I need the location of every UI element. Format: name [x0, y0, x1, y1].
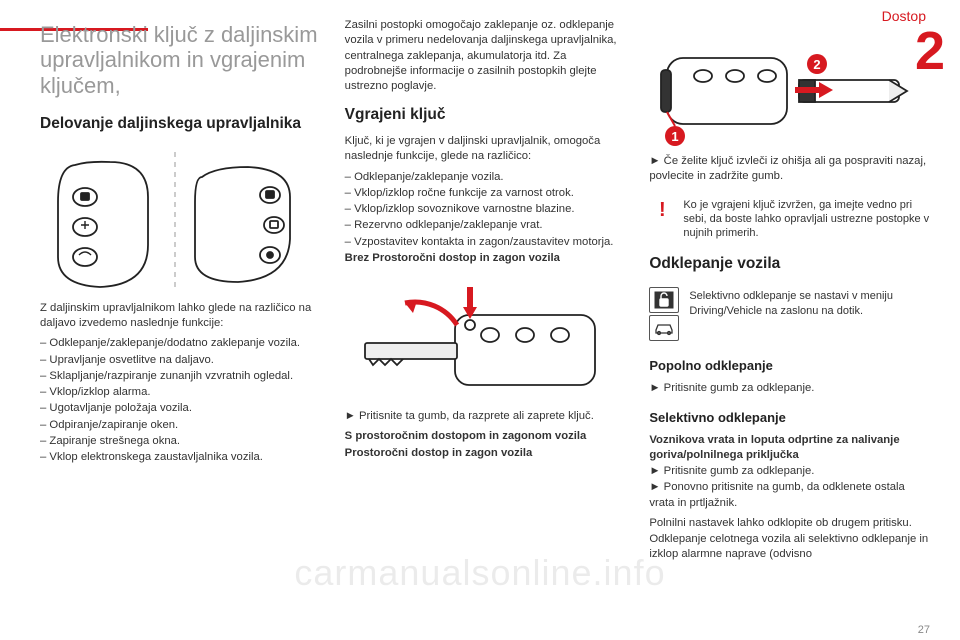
- list-item: – Zapiranje strešnega okna.: [40, 434, 321, 449]
- action-line: ► Pritisnite gumb za odklepanje.: [649, 381, 930, 396]
- paragraph: Ključ, ki je vgrajen v daljinski upravlj…: [345, 134, 626, 165]
- paragraph: Odklepanje celotnega vozila ali selektiv…: [649, 532, 930, 563]
- column-3: 1 2 ► Če želite ključ izvleči iz ohišja …: [649, 18, 930, 630]
- bold-line: S prostoročnim dostopom in zagonom vozil…: [345, 429, 626, 444]
- action-line: ► Pritisnite ta gumb, da razprete ali za…: [345, 409, 626, 424]
- notice-text: Ko je vgrajeni ključ izvržen, ga imejte …: [683, 198, 930, 241]
- action-line: ► Če želite ključ izvleči iz ohišja ali …: [649, 154, 930, 185]
- svg-text:1: 1: [672, 129, 679, 144]
- column-2: Zasilni postopki omogočajo zaklepanje oz…: [345, 18, 626, 630]
- list-item: – Rezervno odklepanje/zaklepanje vrat.: [345, 218, 626, 233]
- lock-open-icon: [649, 287, 679, 313]
- key-fob-illustration: [40, 147, 310, 297]
- action-line: ► Ponovno pritisnite na gumb, da odklene…: [649, 480, 930, 511]
- list-item: – Odklepanje/zaklepanje vozila.: [345, 170, 626, 185]
- car-icon: [649, 315, 679, 341]
- menu-hint-box: Selektivno odklepanje se nastavi v menij…: [649, 287, 930, 341]
- bold-line: Prostoročni dostop in zagon vozila: [345, 446, 626, 461]
- list-item: – Odklepanje/zaklepanje/dodatno zaklepan…: [40, 336, 321, 351]
- list-item: – Vklop/izklop ročne funkcije za varnost…: [345, 186, 626, 201]
- action-line: ► Pritisnite gumb za odklepanje.: [649, 464, 930, 479]
- column-1: Elektronski ključ z daljinskim upravljal…: [40, 18, 321, 630]
- bold-line: Voznikova vrata in loputa odprtine za na…: [649, 433, 930, 464]
- list-item: – Ugotavljanje položaja vozila.: [40, 401, 321, 416]
- heading-sub: Odklepanje vozila: [649, 254, 930, 275]
- heading-minor: Selektivno odklepanje: [649, 409, 930, 427]
- svg-text:2: 2: [814, 57, 821, 72]
- warning-icon: !: [649, 198, 675, 224]
- list-item: – Vzpostavitev kontakta in zagon/zaustav…: [345, 235, 626, 250]
- list-item: – Upravljanje osvetlitve na daljavo.: [40, 353, 321, 368]
- heading-main: Elektronski ključ z daljinskim upravljal…: [40, 22, 321, 98]
- list-item: – Vklop/izklop sovoznikove varnostne bla…: [345, 202, 626, 217]
- list-item: – Vklop/izklop alarma.: [40, 385, 321, 400]
- paragraph: Zasilni postopki omogočajo zaklepanje oz…: [345, 18, 626, 94]
- list-item: – Sklapljanje/razpiranje zunanjih vzvrat…: [40, 369, 321, 384]
- flip-key-illustration: [345, 275, 615, 405]
- heading-sub: Vgrajeni ključ: [345, 105, 626, 126]
- page: Dostop 2 carmanualsonline.info 27 Elektr…: [0, 0, 960, 640]
- notice-box: ! Ko je vgrajeni ključ izvržen, ga imejt…: [649, 198, 930, 241]
- heading-sub: Delovanje daljinskega upravljalnika: [40, 114, 321, 135]
- list-item: – Vklop elektronskega zaustavljalnika vo…: [40, 450, 321, 465]
- smart-key-eject-illustration: 1 2: [649, 40, 919, 150]
- list-item: – Odpiranje/zapiranje oken.: [40, 418, 321, 433]
- paragraph: Z daljinskim upravljalnikom lahko glede …: [40, 301, 321, 332]
- columns: Elektronski ključ z daljinskim upravljal…: [40, 18, 930, 630]
- paragraph: Polnilni nastavek lahko odklopite ob dru…: [649, 516, 930, 531]
- menu-hint-text: Selektivno odklepanje se nastavi v menij…: [689, 287, 930, 318]
- menu-icons: [649, 287, 681, 341]
- bold-line: Brez Prostoročni dostop in zagon vozila: [345, 251, 626, 266]
- heading-minor: Popolno odklepanje: [649, 357, 930, 375]
